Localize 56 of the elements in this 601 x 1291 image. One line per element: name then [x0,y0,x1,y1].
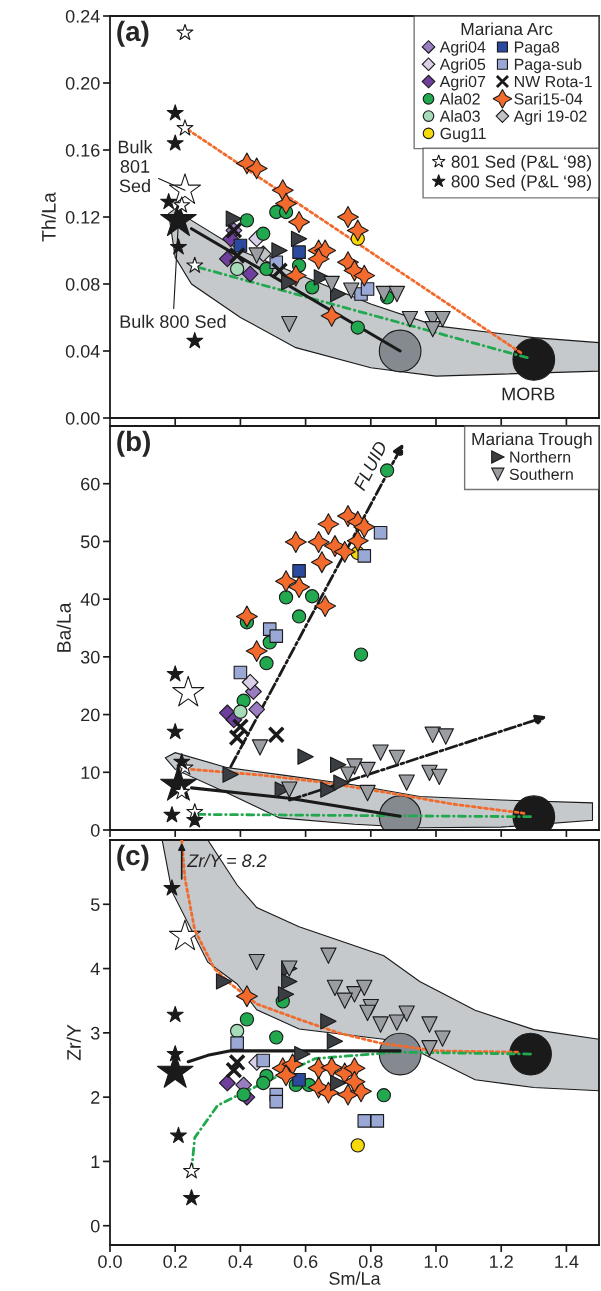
legend-label: NW Rota-1 [514,76,592,88]
legend-label: Agri 19-02 [513,110,587,125]
chart-title: (a) [117,20,149,47]
legend-title: Mariana Trough [472,432,592,449]
x-tick-label: 0.2 [163,1255,187,1268]
x-tick-label: 0.0 [98,1255,122,1268]
legend-label: Southern [509,468,573,480]
y-tick-label: 1 [91,1155,100,1168]
legend-label: Agri04 [439,40,486,56]
legend-label: Paga-sub [514,58,582,74]
legend-label: Sari15-04 [514,92,583,105]
legend-label: 801 Sed (P&L ‘98) [451,155,591,172]
legend-label: 800 Sed (P&L ‘98) [451,174,591,191]
legend-label: Agri07 [439,75,486,91]
x-axis-title: Sm/La [329,1271,381,1285]
annotation: Bulk 800 Sed [120,314,226,328]
y-tick-label: 5 [90,898,100,912]
legend-label: Ala03 [439,110,480,122]
y-tick-label: 0 [90,1219,100,1233]
x-tick-label: 1.4 [555,1255,579,1268]
y-tick-label: 0.16 [65,143,100,157]
annotation: Bulk 801 Sed [118,140,153,193]
y-tick-label: 30 [80,650,100,664]
x-tick-label: 1.0 [424,1255,448,1268]
legend-label: Ala02 [439,92,480,105]
legend-label: Northern [510,450,571,463]
y-tick-label: 0.00 [65,411,100,425]
y-axis-title: Th/La [41,192,56,242]
legend-title: Mariana Arc [461,22,553,36]
legend-label: Paga8 [514,41,560,56]
x-tick-label: 0.6 [293,1255,318,1268]
y-tick-label: 40 [80,593,100,606]
y-tick-label: 0.24 [65,9,100,23]
x-tick-label: 0.4 [228,1255,253,1268]
y-tick-label: 0.12 [65,210,100,224]
y-tick-label: 0.08 [65,277,100,291]
legend-label: Agri05 [439,58,486,74]
y-axis-title: Zr/Y [66,1024,81,1061]
legend-label: Gug11 [440,127,486,143]
annotation: Zr/Y = 8.2 [186,853,267,868]
chart-title: (b) [117,430,150,457]
y-tick-label: 20 [81,708,100,722]
chart-title: (c) [117,844,149,871]
annotation: MORB [502,387,555,401]
y-tick-label: 60 [81,477,100,491]
y-tick-label: 10 [81,766,100,780]
y-tick-label: 4 [90,962,100,976]
y-tick-label: 50 [80,535,100,549]
y-tick-label: 0 [90,823,100,837]
y-tick-label: 3 [90,1026,100,1040]
y-tick-label: 0.20 [65,76,100,90]
y-tick-label: 2 [91,1091,100,1104]
y-tick-label: 0.04 [65,344,100,358]
x-tick-label: 0.8 [358,1255,383,1268]
y-axis-title: Ba/La [56,602,71,652]
x-tick-label: 1.2 [490,1255,513,1268]
